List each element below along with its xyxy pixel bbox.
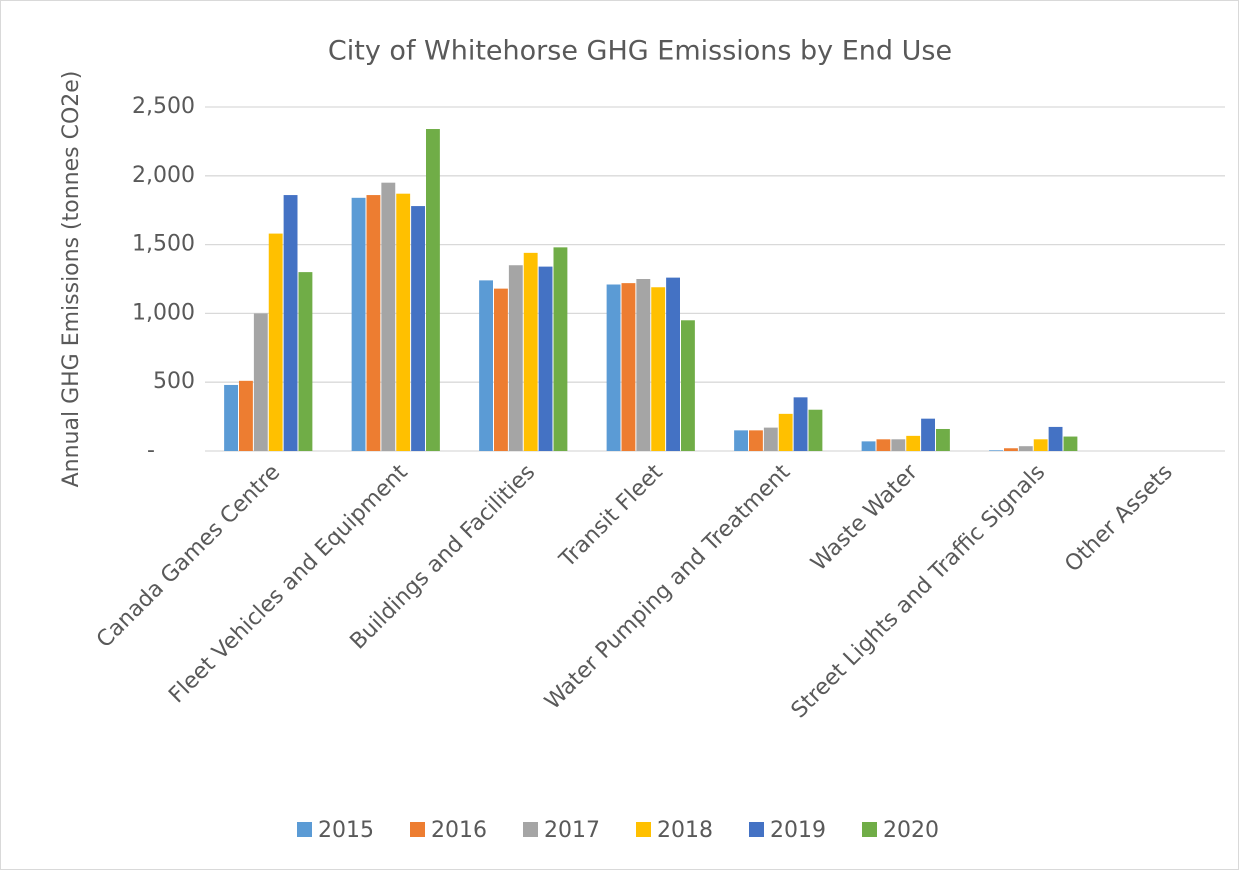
chart-title: City of Whitehorse GHG Emissions by End … (328, 36, 952, 67)
y-tick-label: 1,500 (132, 232, 195, 257)
bar (651, 287, 666, 451)
legend-label: 2016 (431, 818, 487, 843)
bar (666, 277, 680, 451)
legend-swatch (749, 822, 764, 837)
bar (636, 279, 651, 451)
y-tick-label: 1,000 (132, 300, 195, 325)
bar (479, 280, 493, 451)
y-tick-label: 2,500 (132, 94, 195, 119)
legend-label: 2020 (883, 818, 939, 843)
y-tick-label: - (147, 438, 155, 463)
bar (396, 193, 411, 452)
bar (366, 195, 381, 451)
bar (876, 439, 891, 451)
legend-swatch (410, 822, 425, 837)
bar (239, 380, 253, 451)
bar (1063, 436, 1078, 451)
legend-label: 2017 (544, 818, 600, 843)
bar (224, 384, 238, 451)
bar (553, 247, 568, 451)
bar (268, 233, 283, 451)
legend-label: 2018 (657, 818, 713, 843)
legend-swatch (523, 822, 538, 837)
bar (621, 283, 636, 451)
bar (283, 195, 298, 451)
legend-swatch (636, 822, 651, 837)
bar (734, 430, 748, 451)
bar (253, 313, 268, 451)
bar (351, 197, 366, 451)
bar (298, 272, 313, 451)
bar (381, 182, 396, 451)
bar (763, 427, 778, 451)
bar (606, 284, 621, 451)
bar (891, 439, 906, 451)
bar (538, 266, 553, 451)
bar (681, 320, 695, 451)
bar (494, 288, 508, 451)
y-tick-label: 500 (153, 369, 195, 394)
legend-label: 2019 (770, 818, 826, 843)
bar (778, 413, 793, 451)
bar (936, 428, 950, 451)
bar (1048, 426, 1063, 451)
bar (426, 129, 440, 452)
legend-swatch (862, 822, 877, 837)
bar (906, 435, 921, 451)
bar (808, 409, 823, 451)
legend-swatch (297, 822, 312, 837)
bar (921, 418, 935, 451)
bar (508, 265, 523, 451)
bar (989, 450, 1003, 451)
bar (861, 441, 876, 451)
bar (1033, 439, 1048, 451)
y-tick-label: 2,000 (132, 163, 195, 188)
bar (749, 430, 763, 451)
legend-label: 2015 (318, 818, 374, 843)
bar (523, 252, 538, 451)
bar (1004, 448, 1018, 451)
y-axis-label: Annual GHG Emissions (tonnes CO2e) (59, 71, 84, 488)
bar (1018, 446, 1033, 451)
bar (411, 206, 425, 451)
bar (793, 397, 808, 451)
